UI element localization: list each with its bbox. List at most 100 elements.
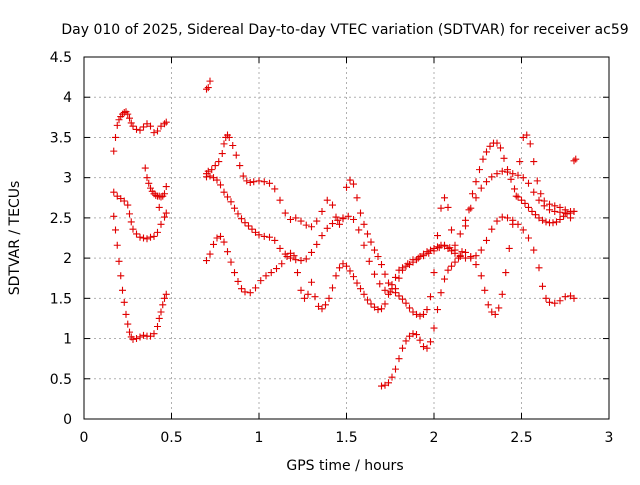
data-point bbox=[532, 211, 539, 219]
data-point bbox=[423, 344, 431, 352]
data-point bbox=[145, 179, 153, 187]
x-tick-label: 0 bbox=[80, 430, 89, 446]
data-point bbox=[567, 214, 574, 222]
data-point bbox=[497, 144, 504, 152]
data-point bbox=[491, 310, 499, 318]
data-point bbox=[120, 197, 128, 205]
data-point bbox=[437, 204, 445, 212]
y-tick-label: 2 bbox=[63, 251, 72, 267]
data-point bbox=[472, 261, 480, 269]
data-point bbox=[367, 238, 375, 246]
data-point bbox=[343, 262, 350, 270]
data-point bbox=[302, 255, 310, 263]
data-point bbox=[211, 162, 219, 170]
data-point bbox=[448, 262, 455, 270]
data-point bbox=[423, 306, 431, 314]
data-point bbox=[385, 279, 392, 287]
data-point bbox=[540, 197, 548, 205]
data-point bbox=[234, 277, 242, 285]
data-point bbox=[388, 373, 396, 381]
data-point bbox=[297, 217, 305, 225]
data-point bbox=[157, 220, 165, 228]
data-point bbox=[213, 176, 221, 184]
data-point bbox=[516, 158, 524, 166]
y-tick-label: 1 bbox=[63, 332, 72, 348]
data-point bbox=[115, 257, 123, 265]
data-point bbox=[273, 265, 280, 273]
data-point bbox=[252, 284, 259, 292]
data-point bbox=[204, 84, 212, 92]
data-point bbox=[224, 248, 231, 256]
data-point bbox=[402, 262, 410, 270]
data-point bbox=[117, 272, 125, 280]
data-point bbox=[381, 286, 389, 294]
data-point bbox=[409, 330, 417, 338]
data-point bbox=[115, 116, 123, 124]
data-point bbox=[161, 294, 168, 302]
data-point bbox=[110, 188, 118, 196]
data-point bbox=[287, 215, 294, 223]
data-point bbox=[493, 217, 501, 225]
data-point bbox=[150, 232, 158, 240]
data-point bbox=[472, 194, 480, 202]
data-point bbox=[350, 180, 357, 188]
data-point bbox=[260, 232, 268, 240]
data-point bbox=[507, 175, 515, 183]
data-point bbox=[483, 236, 490, 244]
data-point bbox=[120, 298, 128, 306]
data-point bbox=[364, 296, 371, 304]
data-point bbox=[528, 207, 536, 215]
data-point bbox=[206, 172, 214, 180]
data-point bbox=[546, 200, 553, 208]
data-point bbox=[402, 299, 410, 307]
data-point bbox=[427, 338, 434, 346]
data-point bbox=[245, 222, 252, 230]
data-point bbox=[147, 184, 154, 192]
data-point bbox=[159, 301, 167, 309]
data-point bbox=[430, 269, 438, 277]
data-point bbox=[203, 257, 210, 265]
data-point bbox=[147, 122, 154, 130]
data-point bbox=[152, 191, 160, 199]
data-point bbox=[448, 226, 455, 234]
data-point bbox=[271, 236, 279, 244]
data-point bbox=[388, 281, 396, 289]
data-point bbox=[112, 226, 119, 234]
data-point bbox=[556, 203, 564, 211]
data-point bbox=[469, 190, 476, 198]
data-point bbox=[446, 244, 454, 252]
data-point bbox=[346, 267, 354, 275]
data-point bbox=[371, 246, 378, 254]
data-point bbox=[533, 177, 541, 185]
data-point bbox=[332, 213, 340, 221]
data-point bbox=[227, 198, 235, 206]
data-point bbox=[217, 232, 224, 240]
data-point bbox=[413, 331, 420, 339]
y-tick-label: 1.5 bbox=[50, 291, 72, 307]
data-point bbox=[465, 206, 473, 214]
data-point bbox=[451, 241, 459, 249]
data-point bbox=[472, 252, 480, 260]
data-point bbox=[344, 212, 352, 220]
data-point bbox=[430, 324, 438, 332]
data-point bbox=[124, 320, 132, 328]
data-point bbox=[385, 290, 392, 298]
y-tick-label: 2.5 bbox=[50, 211, 72, 227]
data-point bbox=[129, 335, 137, 343]
data-point bbox=[143, 174, 151, 182]
data-point bbox=[154, 127, 161, 135]
data-point bbox=[292, 256, 300, 264]
data-point bbox=[332, 272, 340, 280]
data-point bbox=[220, 140, 228, 148]
data-point bbox=[456, 252, 464, 260]
data-point bbox=[154, 228, 161, 236]
data-point bbox=[472, 178, 480, 186]
data-point bbox=[257, 277, 265, 285]
data-point bbox=[378, 305, 385, 313]
data-point bbox=[124, 110, 132, 118]
data-point bbox=[420, 343, 427, 351]
data-point bbox=[353, 194, 361, 202]
data-point bbox=[360, 241, 368, 249]
data-point bbox=[414, 254, 422, 262]
